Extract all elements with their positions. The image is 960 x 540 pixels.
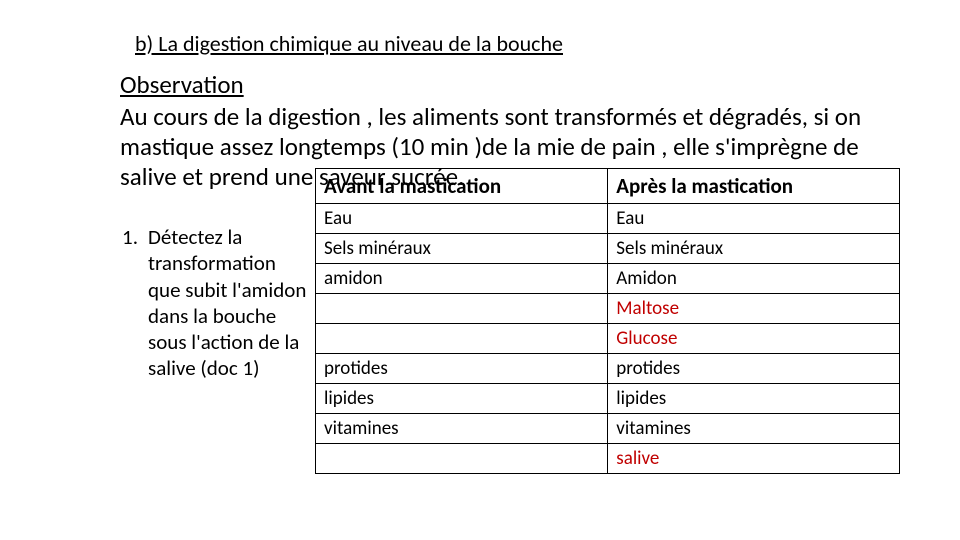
table-header-right: Après la mastication: [608, 169, 900, 204]
table-row: protidesprotides: [316, 354, 900, 384]
list-item: 1. Détectez la transformation que subit …: [120, 224, 307, 382]
table-cell-right: lipides: [608, 384, 900, 414]
list-number: 1.: [120, 224, 148, 382]
table-cell-left: lipides: [316, 384, 608, 414]
table-row: Glucose: [316, 324, 900, 354]
table-area: Avant la mastication Après la masticatio…: [315, 168, 900, 474]
table-cell-left: [316, 444, 608, 474]
table-row: salive: [316, 444, 900, 474]
table-header-row: Avant la mastication Après la masticatio…: [316, 169, 900, 204]
table-row: amidonAmidon: [316, 264, 900, 294]
table-cell-left: protides: [316, 354, 608, 384]
comparison-table: Avant la mastication Après la masticatio…: [315, 168, 900, 474]
list-text: Détectez la transformation que subit l'a…: [148, 224, 307, 382]
table-cell-left: [316, 294, 608, 324]
table-cell-right: salive: [608, 444, 900, 474]
table-cell-left: amidon: [316, 264, 608, 294]
content-row: 1. Détectez la transformation que subit …: [120, 196, 900, 474]
table-cell-left: vitamines: [316, 414, 608, 444]
table-row: EauEau: [316, 204, 900, 234]
table-row: Sels minérauxSels minéraux: [316, 234, 900, 264]
observation-heading: Observation: [120, 69, 900, 100]
table-cell-right: vitamines: [608, 414, 900, 444]
section-title: b) La digestion chimique au niveau de la…: [135, 30, 900, 57]
table-cell-right: Maltose: [608, 294, 900, 324]
table-cell-right: Glucose: [608, 324, 900, 354]
table-cell-left: [316, 324, 608, 354]
table-cell-right: Eau: [608, 204, 900, 234]
table-row: Maltose: [316, 294, 900, 324]
table-cell-right: Amidon: [608, 264, 900, 294]
table-cell-right: protides: [608, 354, 900, 384]
table-row: lipideslipides: [316, 384, 900, 414]
table-cell-right: Sels minéraux: [608, 234, 900, 264]
table-cell-left: Eau: [316, 204, 608, 234]
list-area: 1. Détectez la transformation que subit …: [120, 196, 315, 382]
table-header-left: Avant la mastication: [316, 169, 608, 204]
table-row: vitaminesvitamines: [316, 414, 900, 444]
table-cell-left: Sels minéraux: [316, 234, 608, 264]
